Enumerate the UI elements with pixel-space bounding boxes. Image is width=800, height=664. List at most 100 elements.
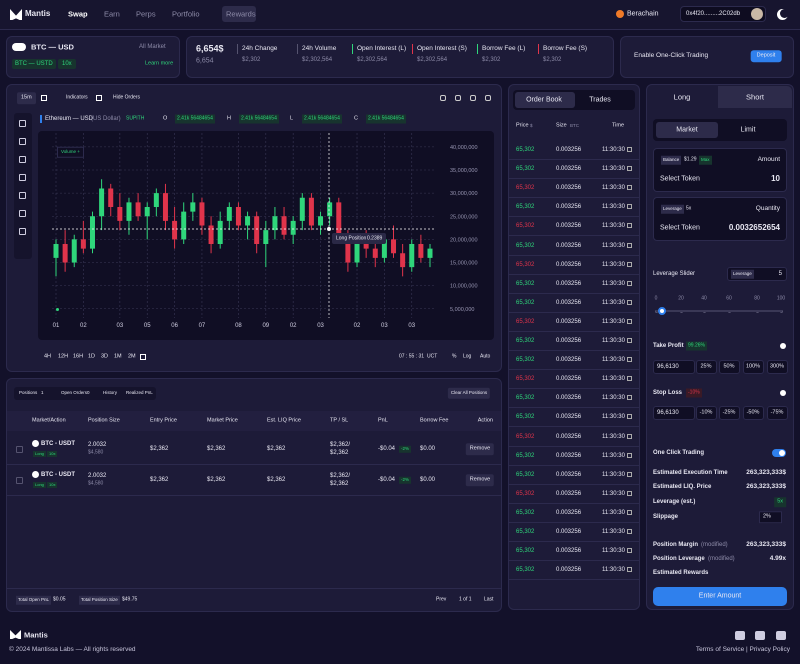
toolbar-icon[interactable]: [440, 95, 446, 101]
scale-option[interactable]: %: [452, 353, 457, 360]
tab[interactable]: Open Orders: [61, 389, 88, 395]
network[interactable]: Berachain: [627, 10, 659, 18]
side-tab[interactable]: Long: [673, 92, 691, 102]
wallet-pill[interactable]: [680, 6, 766, 22]
nav-link[interactable]: Swap: [68, 9, 88, 19]
tab[interactable]: History: [103, 389, 118, 395]
total-pnl: $0.05: [53, 596, 66, 603]
ohlc-key: H: [227, 115, 231, 122]
timeframe[interactable]: 4H: [44, 353, 52, 360]
column-header: Entry Price: [150, 417, 177, 424]
row-divider: [7, 495, 501, 496]
max-button[interactable]: Max: [699, 155, 712, 165]
price: 65,302: [516, 509, 535, 516]
nav-link[interactable]: Earn: [104, 9, 120, 19]
volume-label: Volume +: [57, 146, 84, 158]
slider-value: 5: [778, 271, 782, 277]
row-divider: [509, 541, 639, 542]
size: 0.003256: [556, 242, 582, 249]
option-bg[interactable]: [767, 360, 788, 374]
tool-icon[interactable]: [19, 228, 26, 235]
indicators[interactable]: Indicators: [66, 94, 88, 101]
scale-option[interactable]: Auto: [480, 353, 491, 360]
row-divider: [509, 216, 639, 218]
option-bg[interactable]: [696, 360, 717, 374]
slider-thumb[interactable]: [658, 307, 666, 315]
pair[interactable]: BTC — USD: [31, 42, 74, 52]
select-token[interactable]: Select Token: [660, 175, 700, 183]
market-filter[interactable]: All Market: [139, 44, 166, 50]
timeframe[interactable]: 2M: [128, 353, 136, 360]
stop-loss-pct: -10%: [686, 388, 702, 398]
tool-icon[interactable]: [19, 210, 26, 217]
row-divider: [509, 254, 639, 256]
clear-button[interactable]: Clear All Positions: [447, 387, 491, 399]
theme-toggle[interactable]: [780, 9, 789, 18]
option-bg[interactable]: [696, 406, 717, 420]
nav-link[interactable]: Portfolio: [172, 9, 200, 19]
slider-label: Leverage Slider: [653, 271, 696, 277]
entry-price: $2,362: [150, 477, 169, 483]
remove-button[interactable]: Remove: [465, 474, 495, 486]
prev[interactable]: Prev: [436, 596, 447, 603]
side-tab[interactable]: Short: [746, 92, 764, 102]
tab[interactable]: Order Book: [526, 96, 562, 104]
social-icon[interactable]: [735, 631, 745, 640]
summary-label: Leverage (est.): [653, 499, 696, 505]
order-type[interactable]: Market: [676, 126, 698, 134]
tab[interactable]: Trades: [589, 96, 611, 104]
remove-button[interactable]: Remove: [465, 443, 495, 455]
tab[interactable]: Positions: [19, 389, 38, 395]
timeframe[interactable]: 1M: [114, 353, 122, 360]
balance-label: Balance: [661, 155, 682, 165]
submit-button[interactable]: [653, 587, 787, 606]
ob-tab-active: [515, 92, 575, 108]
scale-option[interactable]: Log: [463, 353, 472, 360]
social-icon[interactable]: [755, 631, 765, 640]
size: 0.003256: [556, 280, 582, 287]
option-bg[interactable]: [767, 406, 788, 420]
option-bg[interactable]: [719, 406, 740, 420]
option: -50%: [746, 409, 760, 416]
option-bg[interactable]: [743, 406, 764, 420]
network-icon: [616, 10, 624, 18]
learn-link[interactable]: Learn more: [145, 60, 174, 67]
footer-links[interactable]: Terms of Service | Privacy Policy: [695, 645, 790, 653]
tool-icon[interactable]: [19, 174, 26, 181]
timeframe[interactable]: 3D: [101, 353, 109, 360]
price-input[interactable]: 96,6130: [657, 410, 679, 416]
time: 11:30:30: [602, 452, 625, 459]
nav-link[interactable]: Perps: [136, 9, 156, 19]
link-icon: [627, 452, 632, 458]
row-divider: [509, 521, 639, 523]
hide-orders[interactable]: Hide Orders: [113, 94, 140, 101]
checkbox[interactable]: [16, 477, 23, 484]
timeframe[interactable]: 1D: [88, 353, 96, 360]
column-header: Position Size: [88, 417, 120, 424]
toolbar-icon[interactable]: [470, 95, 476, 101]
social-icon[interactable]: [776, 631, 786, 640]
timeframe[interactable]: 12H: [58, 353, 69, 360]
tool-icon[interactable]: [19, 156, 26, 163]
option: -25%: [722, 409, 736, 416]
option-bg[interactable]: [743, 360, 764, 374]
timeframe[interactable]: 16H: [73, 353, 84, 360]
price: 65,302: [516, 318, 535, 325]
tool-icon[interactable]: [19, 192, 26, 199]
logo-icon: [10, 630, 21, 639]
tool-icon[interactable]: [19, 138, 26, 145]
option-bg[interactable]: [719, 360, 740, 374]
order-type[interactable]: Limit: [740, 126, 756, 134]
toolbar-icon[interactable]: [455, 95, 461, 101]
price-input[interactable]: 96,6130: [657, 364, 679, 370]
interval[interactable]: 15m: [17, 92, 36, 104]
tab[interactable]: Realized PnL: [126, 389, 153, 395]
tool-icon[interactable]: [19, 120, 26, 127]
toolbar-icon[interactable]: [485, 95, 491, 101]
link-icon: [627, 395, 632, 401]
select-token[interactable]: Select Token: [660, 224, 700, 232]
last[interactable]: Last: [484, 596, 494, 603]
checkbox[interactable]: [16, 446, 23, 453]
nav-link[interactable]: Rewards: [226, 9, 256, 19]
deposit-button[interactable]: Deposit: [750, 50, 782, 62]
